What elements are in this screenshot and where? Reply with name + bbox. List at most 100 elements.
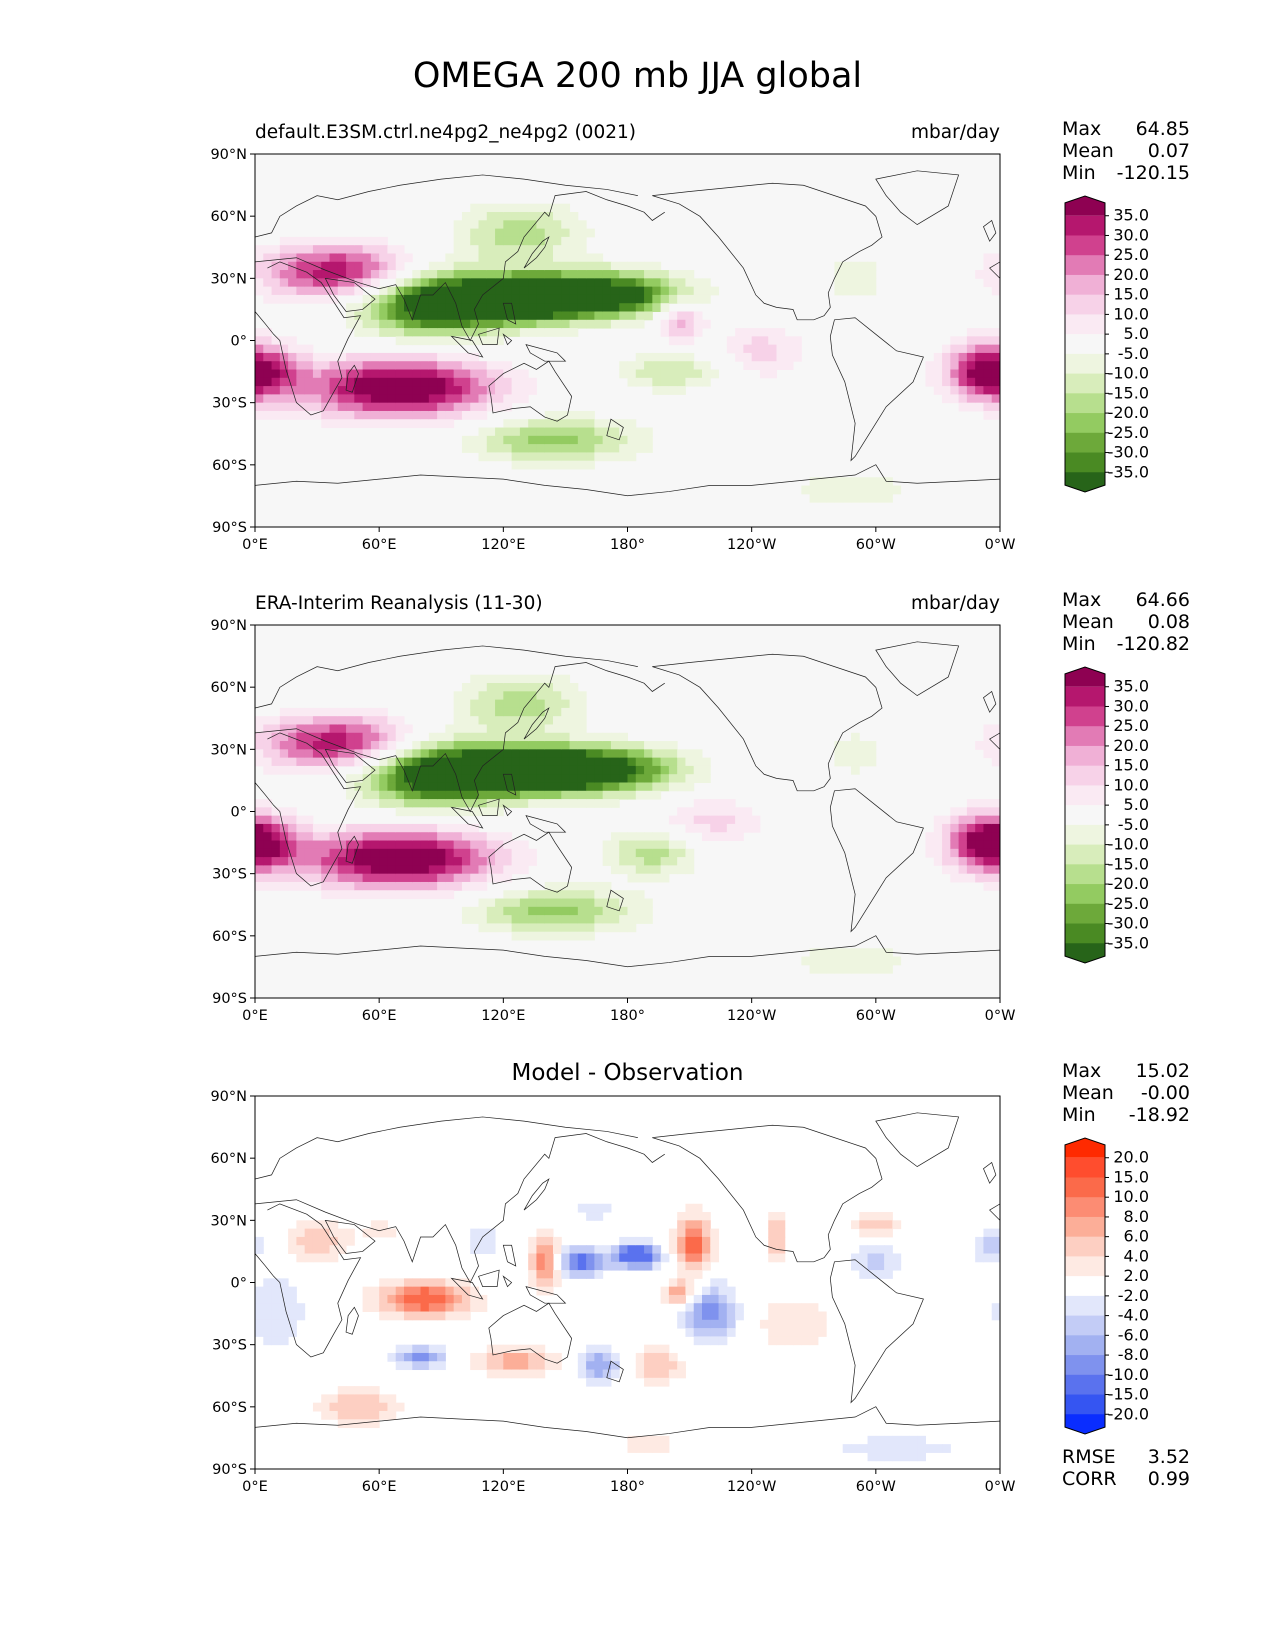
field-cell <box>619 1261 628 1271</box>
field-cell <box>975 369 984 379</box>
field-cell <box>453 1311 463 1321</box>
field-cell <box>362 410 372 420</box>
field-cell <box>263 377 273 387</box>
field-cell <box>693 294 703 304</box>
field-cell <box>660 1444 670 1453</box>
field-cell <box>288 865 297 875</box>
field-cell <box>544 1236 554 1246</box>
field-cell <box>553 1352 562 1362</box>
field-cell <box>991 799 1001 808</box>
field-cell <box>610 749 620 759</box>
field-cell <box>610 765 620 775</box>
field-cell <box>793 352 802 362</box>
field-cell <box>503 1344 513 1354</box>
field-cell <box>495 732 504 742</box>
field-cell <box>312 286 322 296</box>
field-cell <box>486 1352 496 1362</box>
field-cell <box>544 898 554 908</box>
field-cell <box>428 336 438 346</box>
field-cell <box>470 782 479 792</box>
field-cell <box>271 749 281 759</box>
field-cell <box>569 906 579 916</box>
field-cell <box>304 724 314 734</box>
field-cell <box>677 774 686 783</box>
field-cell <box>271 294 281 304</box>
colorbar-swatch <box>1065 943 1105 963</box>
field-cell <box>652 261 662 271</box>
field-cell <box>660 757 670 767</box>
field-cell <box>337 377 347 387</box>
field-cell <box>577 410 587 420</box>
field-cell <box>329 286 339 296</box>
field-cell <box>718 799 728 808</box>
field-cell <box>420 790 430 800</box>
field-cell <box>387 799 397 808</box>
field-cell <box>635 782 645 792</box>
field-cell <box>610 311 620 321</box>
field-cell <box>296 394 306 404</box>
field-cell <box>503 906 513 916</box>
field-cell <box>867 1245 877 1254</box>
field-cell <box>875 1228 885 1238</box>
colorbar-label: 5.0 <box>1124 324 1149 343</box>
field-cell <box>470 741 479 750</box>
field-cell <box>859 757 869 767</box>
field-cell <box>255 270 264 279</box>
field-cell <box>553 707 562 717</box>
field-cell <box>453 286 463 296</box>
field-cell <box>263 361 273 371</box>
field-cell <box>445 890 455 900</box>
field-cell <box>511 782 521 792</box>
field-cell <box>553 245 562 254</box>
map-field <box>255 203 1001 503</box>
field-cell <box>544 724 554 734</box>
field-cell <box>271 865 281 875</box>
field-cell <box>255 1311 264 1321</box>
field-cell <box>461 691 471 701</box>
field-cell <box>437 278 446 288</box>
field-cell <box>329 823 339 833</box>
field-cell <box>445 1278 455 1288</box>
field-cell <box>453 328 463 337</box>
field-cell <box>304 765 314 775</box>
field-cell <box>544 220 554 230</box>
field-cell <box>702 1328 711 1337</box>
field-cell <box>693 1245 703 1254</box>
field-cell <box>255 1319 264 1329</box>
field-cell <box>685 1328 695 1337</box>
field-cell <box>387 832 397 842</box>
field-cell <box>470 1228 479 1238</box>
field-cell <box>536 294 546 304</box>
field-cell <box>379 865 388 875</box>
field-cell <box>644 873 653 883</box>
field-cell <box>602 1369 612 1379</box>
field-cell <box>627 270 637 279</box>
field-cell <box>933 857 943 866</box>
field-cell <box>511 270 521 279</box>
field-cell <box>519 906 529 916</box>
field-cell <box>693 361 703 371</box>
field-cell <box>561 707 571 717</box>
field-cell <box>312 765 322 775</box>
colorbar-label: -20.0 <box>1108 403 1149 422</box>
field-cell <box>544 311 554 321</box>
field-cell <box>412 311 422 321</box>
field-cell <box>304 1220 314 1230</box>
field-cell <box>511 906 521 916</box>
field-cell <box>602 452 612 462</box>
field-cell <box>453 857 463 866</box>
field-cell <box>420 1278 430 1288</box>
field-cell <box>288 840 297 850</box>
field-cell <box>478 369 488 379</box>
field-cell <box>511 724 521 734</box>
lat-tick-label: 30°N <box>210 1213 247 1229</box>
field-cell <box>470 774 479 783</box>
field-cell <box>569 1245 579 1254</box>
lat-tick-label: 90°S <box>212 1462 247 1478</box>
field-cell <box>569 923 579 933</box>
field-cell <box>602 1253 612 1263</box>
field-cell <box>569 444 579 453</box>
field-cell <box>511 799 521 808</box>
field-cell <box>602 890 612 900</box>
field-cell <box>495 707 504 717</box>
